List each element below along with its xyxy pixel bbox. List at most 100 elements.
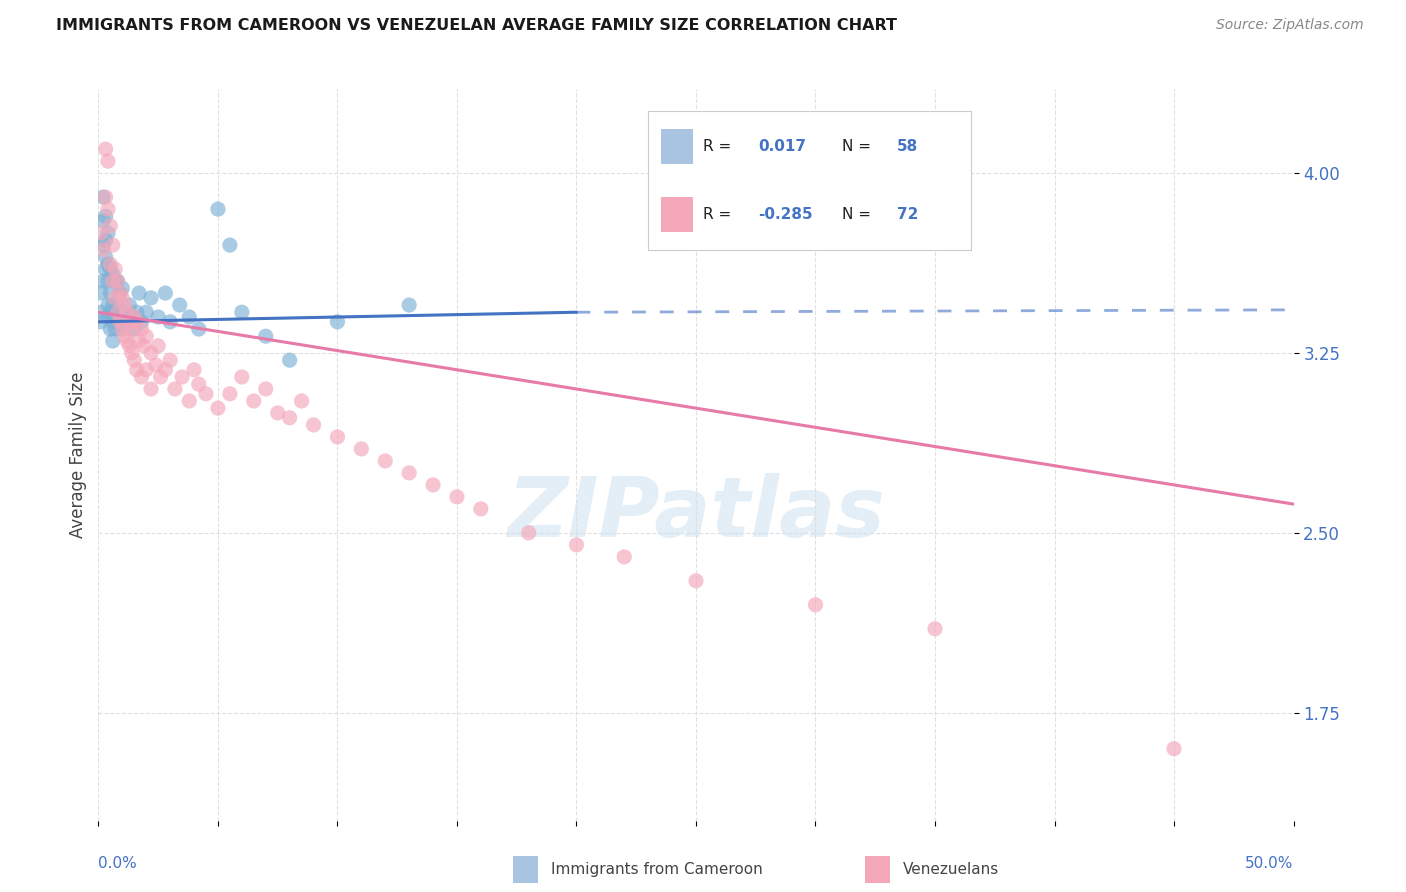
Point bbox=[135, 329, 157, 343]
Point bbox=[115, 315, 138, 329]
Point bbox=[94, 209, 117, 223]
Point bbox=[470, 501, 492, 516]
Point bbox=[94, 262, 117, 277]
Text: 50.0%: 50.0% bbox=[1246, 856, 1294, 871]
Point bbox=[422, 478, 444, 492]
Point bbox=[101, 267, 124, 281]
Point bbox=[97, 154, 120, 169]
Point bbox=[254, 329, 277, 343]
Point bbox=[169, 298, 191, 312]
Point bbox=[924, 622, 946, 636]
Point bbox=[159, 315, 181, 329]
Point bbox=[131, 322, 153, 336]
Point bbox=[350, 442, 373, 456]
Point bbox=[91, 190, 114, 204]
Point bbox=[135, 363, 157, 377]
Point bbox=[98, 257, 122, 271]
Point bbox=[107, 274, 129, 288]
Point bbox=[111, 291, 134, 305]
Point bbox=[114, 329, 136, 343]
Point bbox=[97, 202, 120, 216]
Point bbox=[155, 363, 177, 377]
Point bbox=[517, 525, 540, 540]
Point bbox=[104, 322, 127, 336]
Point bbox=[124, 353, 146, 368]
Point bbox=[91, 274, 114, 288]
Text: 72: 72 bbox=[897, 207, 918, 222]
Point bbox=[107, 305, 129, 319]
Point bbox=[107, 274, 129, 288]
Point bbox=[118, 298, 141, 312]
Point bbox=[685, 574, 707, 588]
Point bbox=[194, 386, 217, 401]
Text: IMMIGRANTS FROM CAMEROON VS VENEZUELAN AVERAGE FAMILY SIZE CORRELATION CHART: IMMIGRANTS FROM CAMEROON VS VENEZUELAN A… bbox=[56, 18, 897, 33]
Text: 58: 58 bbox=[897, 139, 918, 154]
Point bbox=[159, 353, 181, 368]
Point bbox=[124, 322, 146, 336]
Point bbox=[101, 334, 124, 348]
Point bbox=[111, 305, 134, 319]
Point bbox=[94, 190, 117, 204]
Point bbox=[115, 334, 138, 348]
Point bbox=[128, 286, 150, 301]
Text: 0.0%: 0.0% bbox=[98, 856, 138, 871]
Point bbox=[107, 298, 129, 312]
Point bbox=[98, 322, 122, 336]
Point bbox=[104, 291, 127, 305]
Text: Immigrants from Cameroon: Immigrants from Cameroon bbox=[551, 863, 763, 877]
Point bbox=[187, 322, 209, 336]
Text: ZIPatlas: ZIPatlas bbox=[508, 473, 884, 554]
Point bbox=[128, 334, 150, 348]
Point bbox=[115, 305, 138, 319]
Point bbox=[183, 363, 205, 377]
Point bbox=[132, 339, 155, 353]
Point bbox=[104, 262, 127, 277]
Point bbox=[91, 243, 114, 257]
Point bbox=[114, 310, 136, 324]
Point bbox=[219, 238, 242, 252]
Point bbox=[97, 298, 120, 312]
Point bbox=[108, 315, 131, 329]
Text: R =: R = bbox=[703, 139, 731, 154]
Bar bbox=[661, 197, 693, 232]
Point bbox=[125, 305, 148, 319]
Point bbox=[613, 549, 636, 564]
Point bbox=[108, 286, 131, 301]
Point bbox=[101, 315, 124, 329]
Point bbox=[97, 257, 120, 271]
Point bbox=[148, 339, 170, 353]
Text: Venezuelans: Venezuelans bbox=[903, 863, 998, 877]
Point bbox=[267, 406, 290, 420]
Point bbox=[104, 274, 127, 288]
Point bbox=[90, 226, 112, 240]
Point bbox=[90, 286, 112, 301]
Point bbox=[219, 386, 242, 401]
Point bbox=[94, 233, 117, 247]
Point bbox=[231, 305, 253, 319]
Point bbox=[179, 394, 201, 409]
Y-axis label: Average Family Size: Average Family Size bbox=[69, 372, 87, 538]
Point bbox=[163, 382, 186, 396]
Point bbox=[101, 274, 124, 288]
Point bbox=[231, 370, 253, 384]
Point bbox=[108, 310, 131, 324]
Point bbox=[125, 363, 148, 377]
Point bbox=[179, 310, 201, 324]
Point bbox=[111, 281, 134, 295]
Point bbox=[121, 346, 143, 360]
Point bbox=[118, 339, 141, 353]
Point bbox=[121, 310, 143, 324]
Point bbox=[302, 417, 325, 432]
Point bbox=[145, 358, 167, 372]
Point bbox=[207, 202, 229, 216]
Point bbox=[101, 298, 124, 312]
Point bbox=[131, 315, 153, 329]
Point bbox=[97, 310, 120, 324]
Text: R =: R = bbox=[703, 207, 731, 222]
Point bbox=[91, 214, 114, 228]
Point bbox=[101, 238, 124, 252]
Point bbox=[97, 274, 120, 288]
Point bbox=[290, 394, 312, 409]
Point bbox=[398, 466, 420, 480]
Point bbox=[97, 226, 120, 240]
